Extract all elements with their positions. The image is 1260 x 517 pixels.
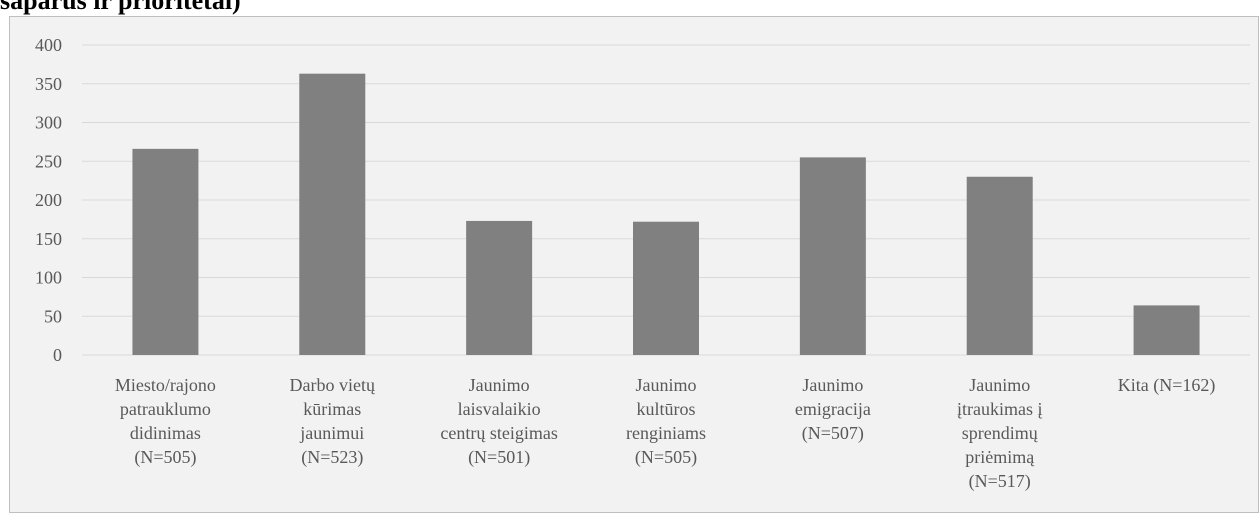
bar (299, 73, 366, 356)
x-category-label: Jaunimo laisvalaikio centrų steigimas (N=50… (440, 375, 557, 468)
bar (966, 176, 1033, 355)
bar-chart: 0 50 100 150 200 250 300 350 400 Miesto/rajono pat… (35, 35, 1250, 492)
y-tick-label: 100 (35, 268, 62, 288)
x-category-label: Miesto/rajono patrauklumo didinimas (N=505) (115, 375, 216, 468)
bar (1133, 305, 1200, 355)
bar (132, 148, 199, 355)
bar (799, 157, 866, 355)
x-category-label: Kita (N=162) (1118, 375, 1216, 396)
bar (633, 221, 699, 355)
x-category-label: Darbo vietų kūrimas jaunimui (N=523) (290, 375, 376, 468)
y-tick-label: 50 (44, 306, 62, 326)
y-tick-label: 0 (53, 345, 62, 365)
chart-frame: 0 50 100 150 200 250 300 350 400 Miesto/rajono pat… (9, 16, 1259, 513)
y-tick-label: 400 (35, 35, 62, 55)
x-category-label: Jaunimo emigracija (N=507) (795, 375, 871, 444)
x-category-label: Jaunimo kultūros renginiams (N=505) (626, 375, 706, 468)
y-tick-label: 250 (35, 151, 62, 171)
section-heading: šaparūs ir prioritetai) (0, 0, 241, 15)
y-tick-label: 300 (35, 113, 62, 133)
y-tick-label: 150 (35, 229, 62, 249)
y-tick-label: 200 (35, 190, 62, 210)
x-category-label: Jaunimo įtraukimas į sprendimų priėmimą (N=5… (957, 375, 1042, 492)
bar (466, 220, 533, 355)
y-tick-label: 350 (35, 74, 62, 94)
